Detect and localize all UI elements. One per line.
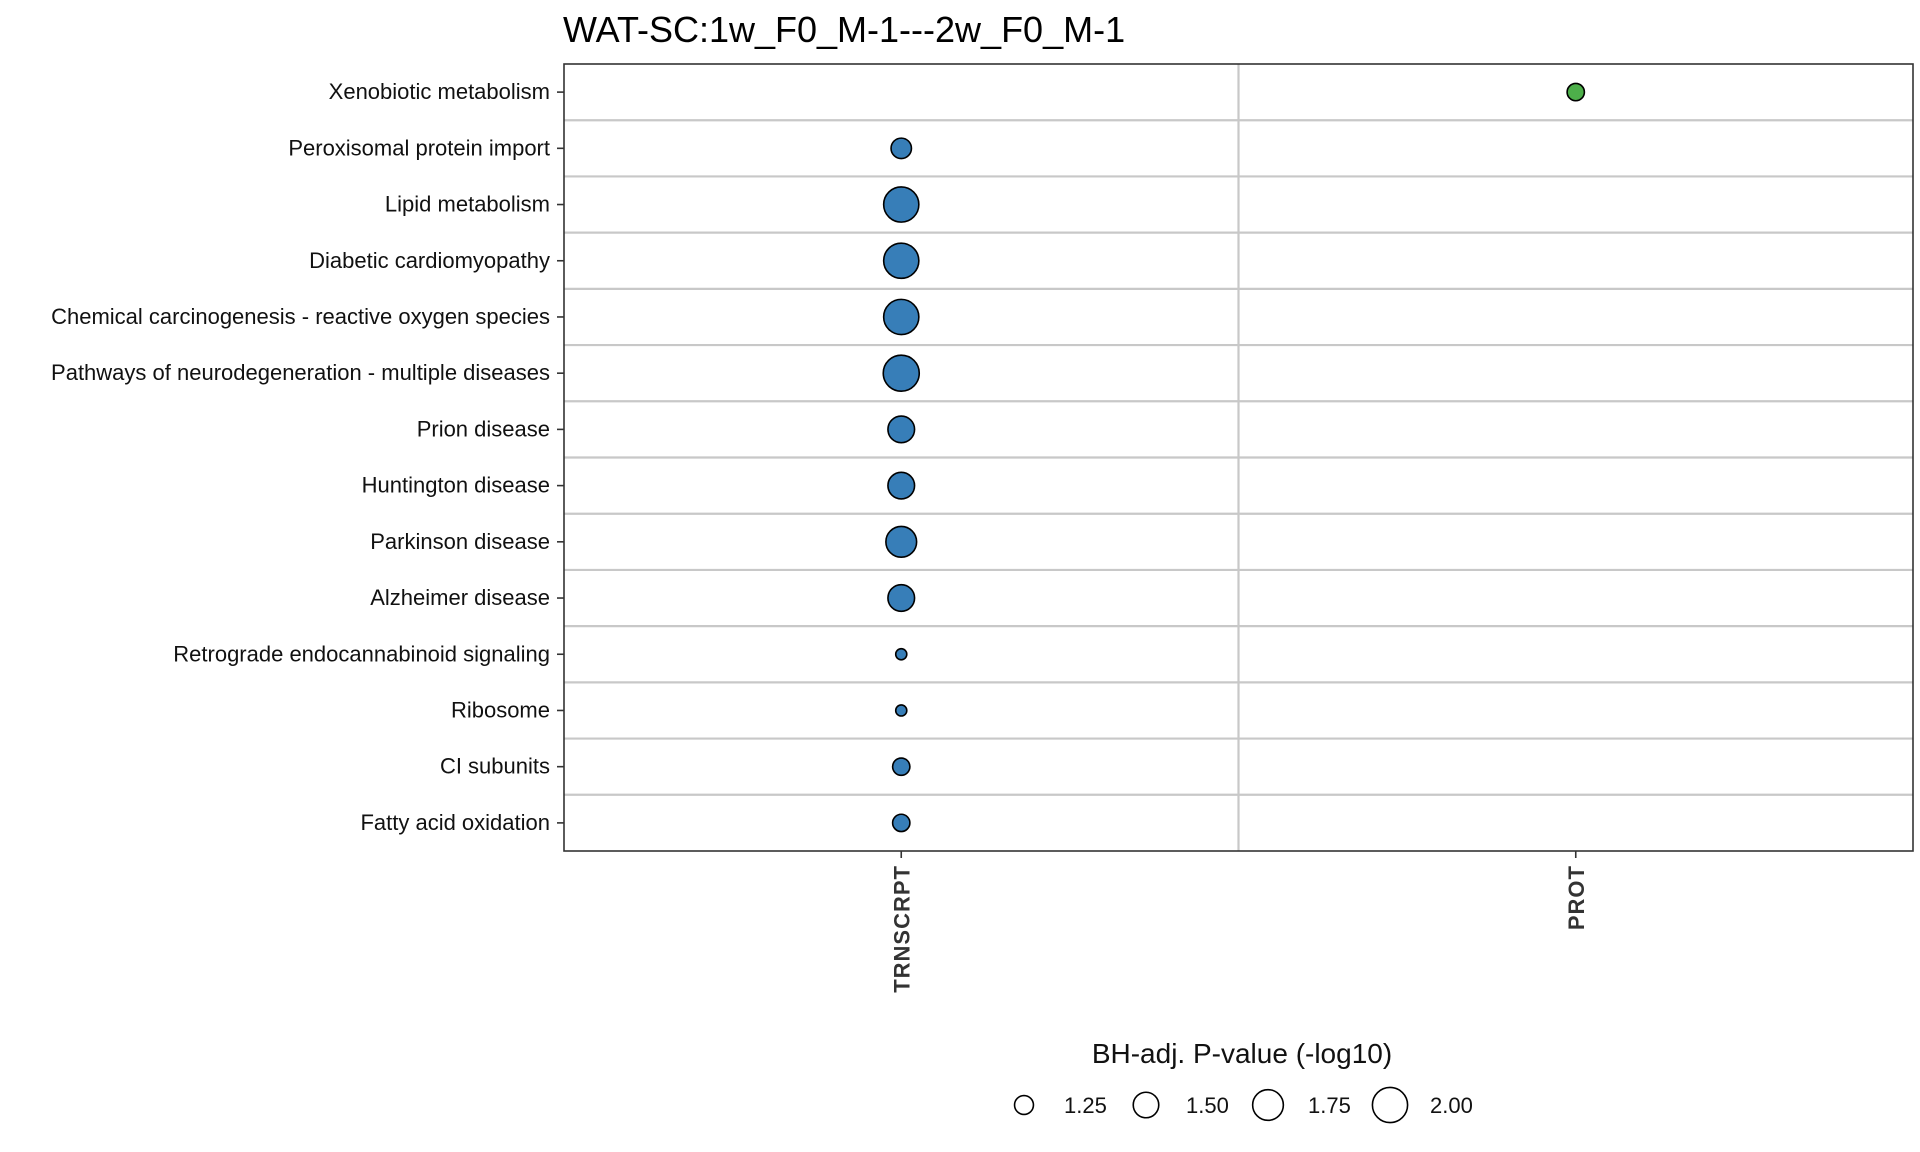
y-tick-label: Huntington disease	[362, 473, 550, 498]
legend-items: 1.25 1.50 1.75 2.00	[1013, 1086, 1473, 1124]
data-point	[891, 813, 911, 833]
data-points	[882, 82, 1586, 833]
data-point	[887, 583, 916, 613]
y-tick-label: Alzheimer disease	[370, 585, 550, 610]
data-point	[885, 525, 918, 558]
x-tick-label: PROT	[1564, 865, 1589, 930]
data-point	[882, 354, 921, 392]
y-tick-label: Peroxisomal protein import	[288, 135, 550, 160]
legend-key-label: 1.50	[1186, 1093, 1229, 1118]
plot-frame	[563, 63, 1914, 852]
data-point	[1566, 82, 1586, 102]
legend-key-label: 1.25	[1064, 1093, 1107, 1118]
plot-border	[563, 63, 1914, 852]
data-point	[890, 137, 913, 160]
data-point	[882, 186, 920, 223]
y-tick-label: Ribosome	[451, 697, 550, 722]
legend-key-circle	[1371, 1086, 1409, 1124]
data-point	[894, 704, 908, 717]
y-tick-label: Chemical carcinogenesis - reactive oxyge…	[51, 304, 550, 329]
data-point	[891, 757, 911, 777]
data-point	[882, 242, 920, 280]
y-tick-label: Xenobiotic metabolism	[329, 79, 550, 104]
data-point	[887, 415, 916, 444]
legend-key-label: 1.75	[1308, 1093, 1351, 1118]
y-axis: Xenobiotic metabolism Peroxisomal protein…	[51, 79, 564, 835]
legend: BH-adj. P-value (-log10) 1.25 1.50 1.75 2.0…	[1013, 1038, 1473, 1124]
data-point	[882, 298, 920, 336]
gridlines	[564, 64, 1913, 851]
legend-key-circle	[1013, 1094, 1035, 1116]
y-tick-label: Lipid metabolism	[385, 192, 550, 217]
x-axis: TRNSCRPT PROT	[889, 851, 1589, 993]
legend-key-label: 2.00	[1430, 1093, 1473, 1118]
y-tick-label: Parkinson disease	[370, 529, 550, 554]
chart-title: WAT-SC:1w_F0_M-1---2w_F0_M-1	[563, 9, 1125, 50]
y-tick-label: Fatty acid oxidation	[360, 810, 550, 835]
y-tick-label: Retrograde endocannabinoid signaling	[173, 641, 550, 666]
y-tick-label: Prion disease	[417, 416, 550, 441]
legend-key-circle	[1251, 1088, 1285, 1122]
data-point	[887, 471, 916, 500]
legend-title: BH-adj. P-value (-log10)	[1092, 1038, 1392, 1069]
y-tick-label: CI subunits	[440, 754, 550, 779]
data-point	[894, 647, 908, 661]
y-tick-label: Pathways of neurodegeneration - multiple…	[51, 360, 550, 385]
legend-key-circle	[1132, 1091, 1160, 1119]
y-tick-label: Diabetic cardiomyopathy	[309, 248, 550, 273]
x-tick-label: TRNSCRPT	[889, 865, 914, 993]
